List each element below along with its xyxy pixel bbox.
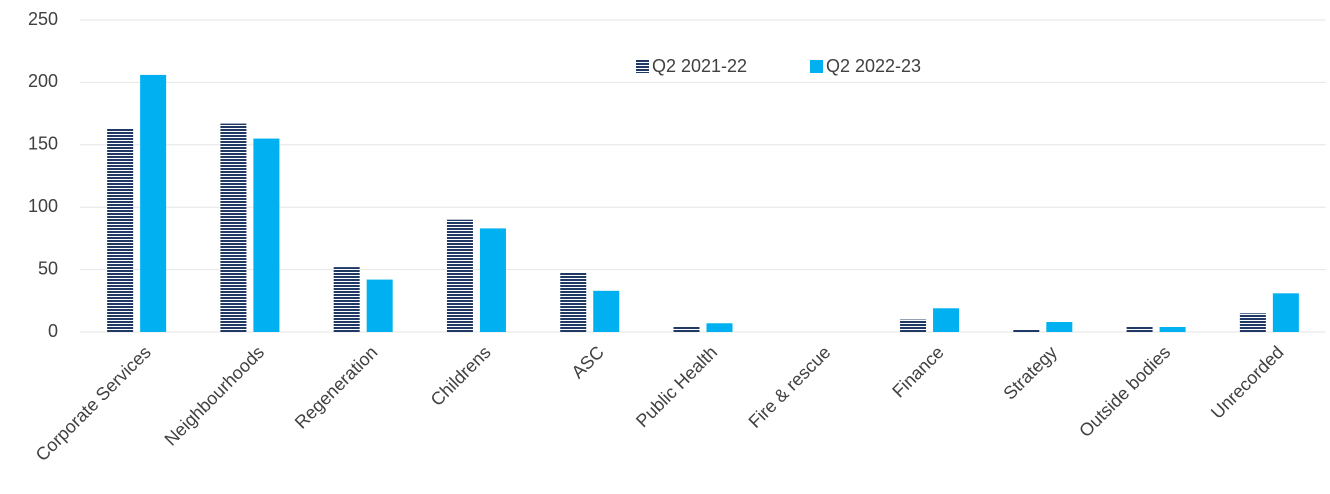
bar (593, 290, 620, 332)
bar (673, 327, 700, 332)
x-tick-label: Outside bodies (1075, 342, 1174, 441)
x-tick-label: ASC (568, 342, 608, 382)
bar (933, 308, 960, 332)
y-tick-label: 0 (48, 321, 58, 341)
bar (366, 279, 393, 332)
x-tick-label: Fire & rescue (745, 342, 835, 432)
bar (900, 319, 927, 332)
x-tick-label: Unrecorded (1207, 342, 1288, 423)
bar (446, 219, 473, 332)
bar (1159, 327, 1186, 332)
bar (706, 323, 733, 332)
bar (479, 228, 506, 332)
x-tick-label: Finance (888, 342, 947, 401)
y-tick-label: 250 (28, 9, 58, 29)
bar (220, 123, 247, 332)
y-tick-label: 200 (28, 71, 58, 91)
bar (1272, 293, 1299, 332)
x-tick-label: Regeneration (291, 342, 382, 433)
x-tick-label: Childrens (427, 342, 495, 410)
bar (140, 74, 167, 333)
x-tick-label: Corporate Services (32, 342, 155, 465)
legend-label: Q2 2022-23 (826, 56, 921, 76)
y-tick-label: 150 (28, 134, 58, 154)
legend-swatch (636, 60, 649, 73)
bar (333, 267, 360, 332)
bar (1126, 327, 1153, 332)
bar (253, 138, 280, 332)
bar (1013, 329, 1040, 332)
x-tick-label: Public Health (632, 342, 721, 431)
y-tick-label: 100 (28, 196, 58, 216)
x-tick-label: Strategy (999, 342, 1061, 404)
y-tick-label: 50 (38, 258, 58, 278)
bar (1239, 313, 1266, 332)
bar (560, 272, 587, 332)
x-tick-label: Neighbourhoods (161, 342, 269, 450)
bar (107, 128, 134, 332)
legend-swatch (810, 60, 823, 73)
bar (1046, 322, 1073, 332)
legend-label: Q2 2021-22 (652, 56, 747, 76)
